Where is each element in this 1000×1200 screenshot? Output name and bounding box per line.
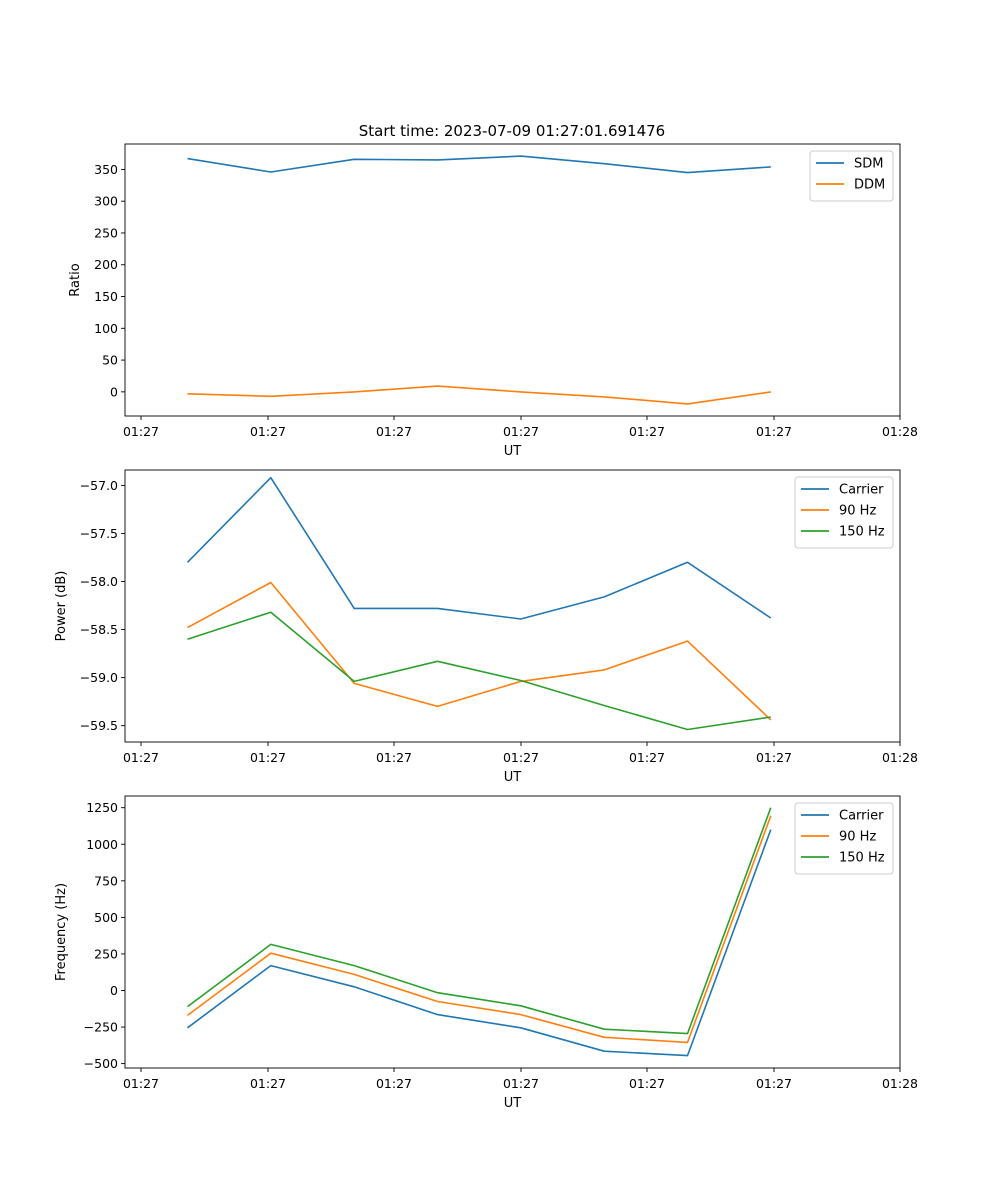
chart-panel-1: 0 50 100 150 200 250 300 350 01:27 01:27 01:27 01:2… bbox=[68, 143, 918, 459]
axes-frame bbox=[124, 143, 901, 417]
x-tick-label: 01:27 bbox=[123, 750, 159, 765]
x-tick-label: 01:27 bbox=[250, 1076, 286, 1091]
series-line-150-hz bbox=[187, 611, 771, 731]
legend-label: 90 Hz bbox=[839, 830, 876, 845]
y-axis-label: Ratio bbox=[68, 263, 83, 296]
y-axis-label: Frequency (Hz) bbox=[54, 883, 69, 981]
x-tick-label: 01:27 bbox=[756, 750, 792, 765]
x-tick-label: 01:27 bbox=[629, 1076, 665, 1091]
y-tick-label: 350 bbox=[94, 162, 118, 177]
legend-label: DDM bbox=[854, 178, 885, 193]
series-line-90-hz bbox=[187, 815, 772, 1044]
y-tick-label: −59.0 bbox=[80, 670, 118, 685]
series-line-90-hz bbox=[187, 581, 772, 721]
series-line-ddm bbox=[187, 385, 771, 405]
legend-label: SDM bbox=[854, 157, 883, 172]
x-tick-label: 01:27 bbox=[756, 1076, 792, 1091]
legend-label: 150 Hz bbox=[839, 851, 885, 866]
x-tick-label: 01:27 bbox=[503, 1076, 539, 1091]
y-tick-label: 250 bbox=[94, 225, 118, 240]
y-tick-label: −57.5 bbox=[80, 526, 118, 541]
x-tick-label: 01:27 bbox=[503, 424, 539, 439]
legend-label: Carrier bbox=[839, 809, 884, 824]
legend: Carrier 90 Hz 150 Hz bbox=[794, 476, 894, 549]
x-axis-label: UT bbox=[504, 1096, 522, 1111]
axes-frame bbox=[124, 795, 901, 1069]
x-tick-label: 01:27 bbox=[376, 1076, 412, 1091]
y-tick-label: 150 bbox=[94, 289, 118, 304]
x-tick-label: 01:27 bbox=[123, 424, 159, 439]
series-line-sdm bbox=[187, 155, 771, 174]
y-tick-label: 0 bbox=[110, 983, 118, 998]
y-tick-label: 250 bbox=[94, 946, 118, 961]
chart-panel-3: −500 −250 0 250 500 750 1000 1250 01:27 01:27 01:2… bbox=[54, 795, 918, 1111]
axes-frame bbox=[124, 469, 901, 743]
series-line-carrier bbox=[187, 829, 772, 1057]
y-tick-label: 50 bbox=[102, 353, 118, 368]
y-tick-label: 750 bbox=[94, 873, 118, 888]
x-tick-label: 01:27 bbox=[629, 424, 665, 439]
x-tick-label: 01:28 bbox=[882, 750, 918, 765]
x-tick-label: 01:27 bbox=[250, 424, 286, 439]
x-tick-label: 01:28 bbox=[882, 1076, 918, 1091]
legend-label: 150 Hz bbox=[839, 525, 885, 540]
x-tick-label: 01:27 bbox=[756, 424, 792, 439]
legend: SDM DDM bbox=[809, 150, 894, 202]
figure-title: Start time: 2023-07-09 01:27:01.691476 bbox=[359, 122, 665, 140]
y-tick-label: −57.0 bbox=[80, 478, 118, 493]
legend: Carrier 90 Hz 150 Hz bbox=[794, 802, 894, 875]
x-tick-label: 01:27 bbox=[123, 1076, 159, 1091]
y-tick-label: −58.0 bbox=[80, 574, 118, 589]
y-tick-label: 100 bbox=[94, 321, 118, 336]
y-tick-label: −58.5 bbox=[80, 622, 118, 637]
legend-label: Carrier bbox=[839, 483, 884, 498]
x-tick-label: 01:27 bbox=[629, 750, 665, 765]
y-axis-label: Power (dB) bbox=[54, 571, 69, 642]
chart-panel-2: −57.0 −57.5 −58.0 −58.5 −59.0 −59.5 01:27 01:27… bbox=[54, 469, 918, 785]
x-tick-label: 01:27 bbox=[503, 750, 539, 765]
y-tick-label: 200 bbox=[94, 257, 118, 272]
x-tick-label: 01:27 bbox=[250, 750, 286, 765]
y-tick-label: 300 bbox=[94, 194, 118, 209]
y-tick-label: 1000 bbox=[86, 837, 118, 852]
y-tick-label: −250 bbox=[84, 1020, 118, 1035]
x-axis-label: UT bbox=[504, 444, 522, 459]
series-line-carrier bbox=[186, 476, 772, 620]
series-line-150-hz bbox=[187, 807, 772, 1035]
y-tick-label: 0 bbox=[110, 384, 118, 399]
y-tick-label: −59.5 bbox=[80, 718, 118, 733]
x-tick-label: 01:27 bbox=[376, 750, 412, 765]
legend-label: 90 Hz bbox=[839, 504, 876, 519]
y-tick-label: 500 bbox=[94, 910, 118, 925]
y-tick-label: 1250 bbox=[86, 800, 118, 815]
x-tick-label: 01:28 bbox=[882, 424, 918, 439]
x-tick-label: 01:27 bbox=[376, 424, 412, 439]
y-tick-label: −500 bbox=[84, 1056, 118, 1071]
x-axis-label: UT bbox=[504, 770, 522, 785]
